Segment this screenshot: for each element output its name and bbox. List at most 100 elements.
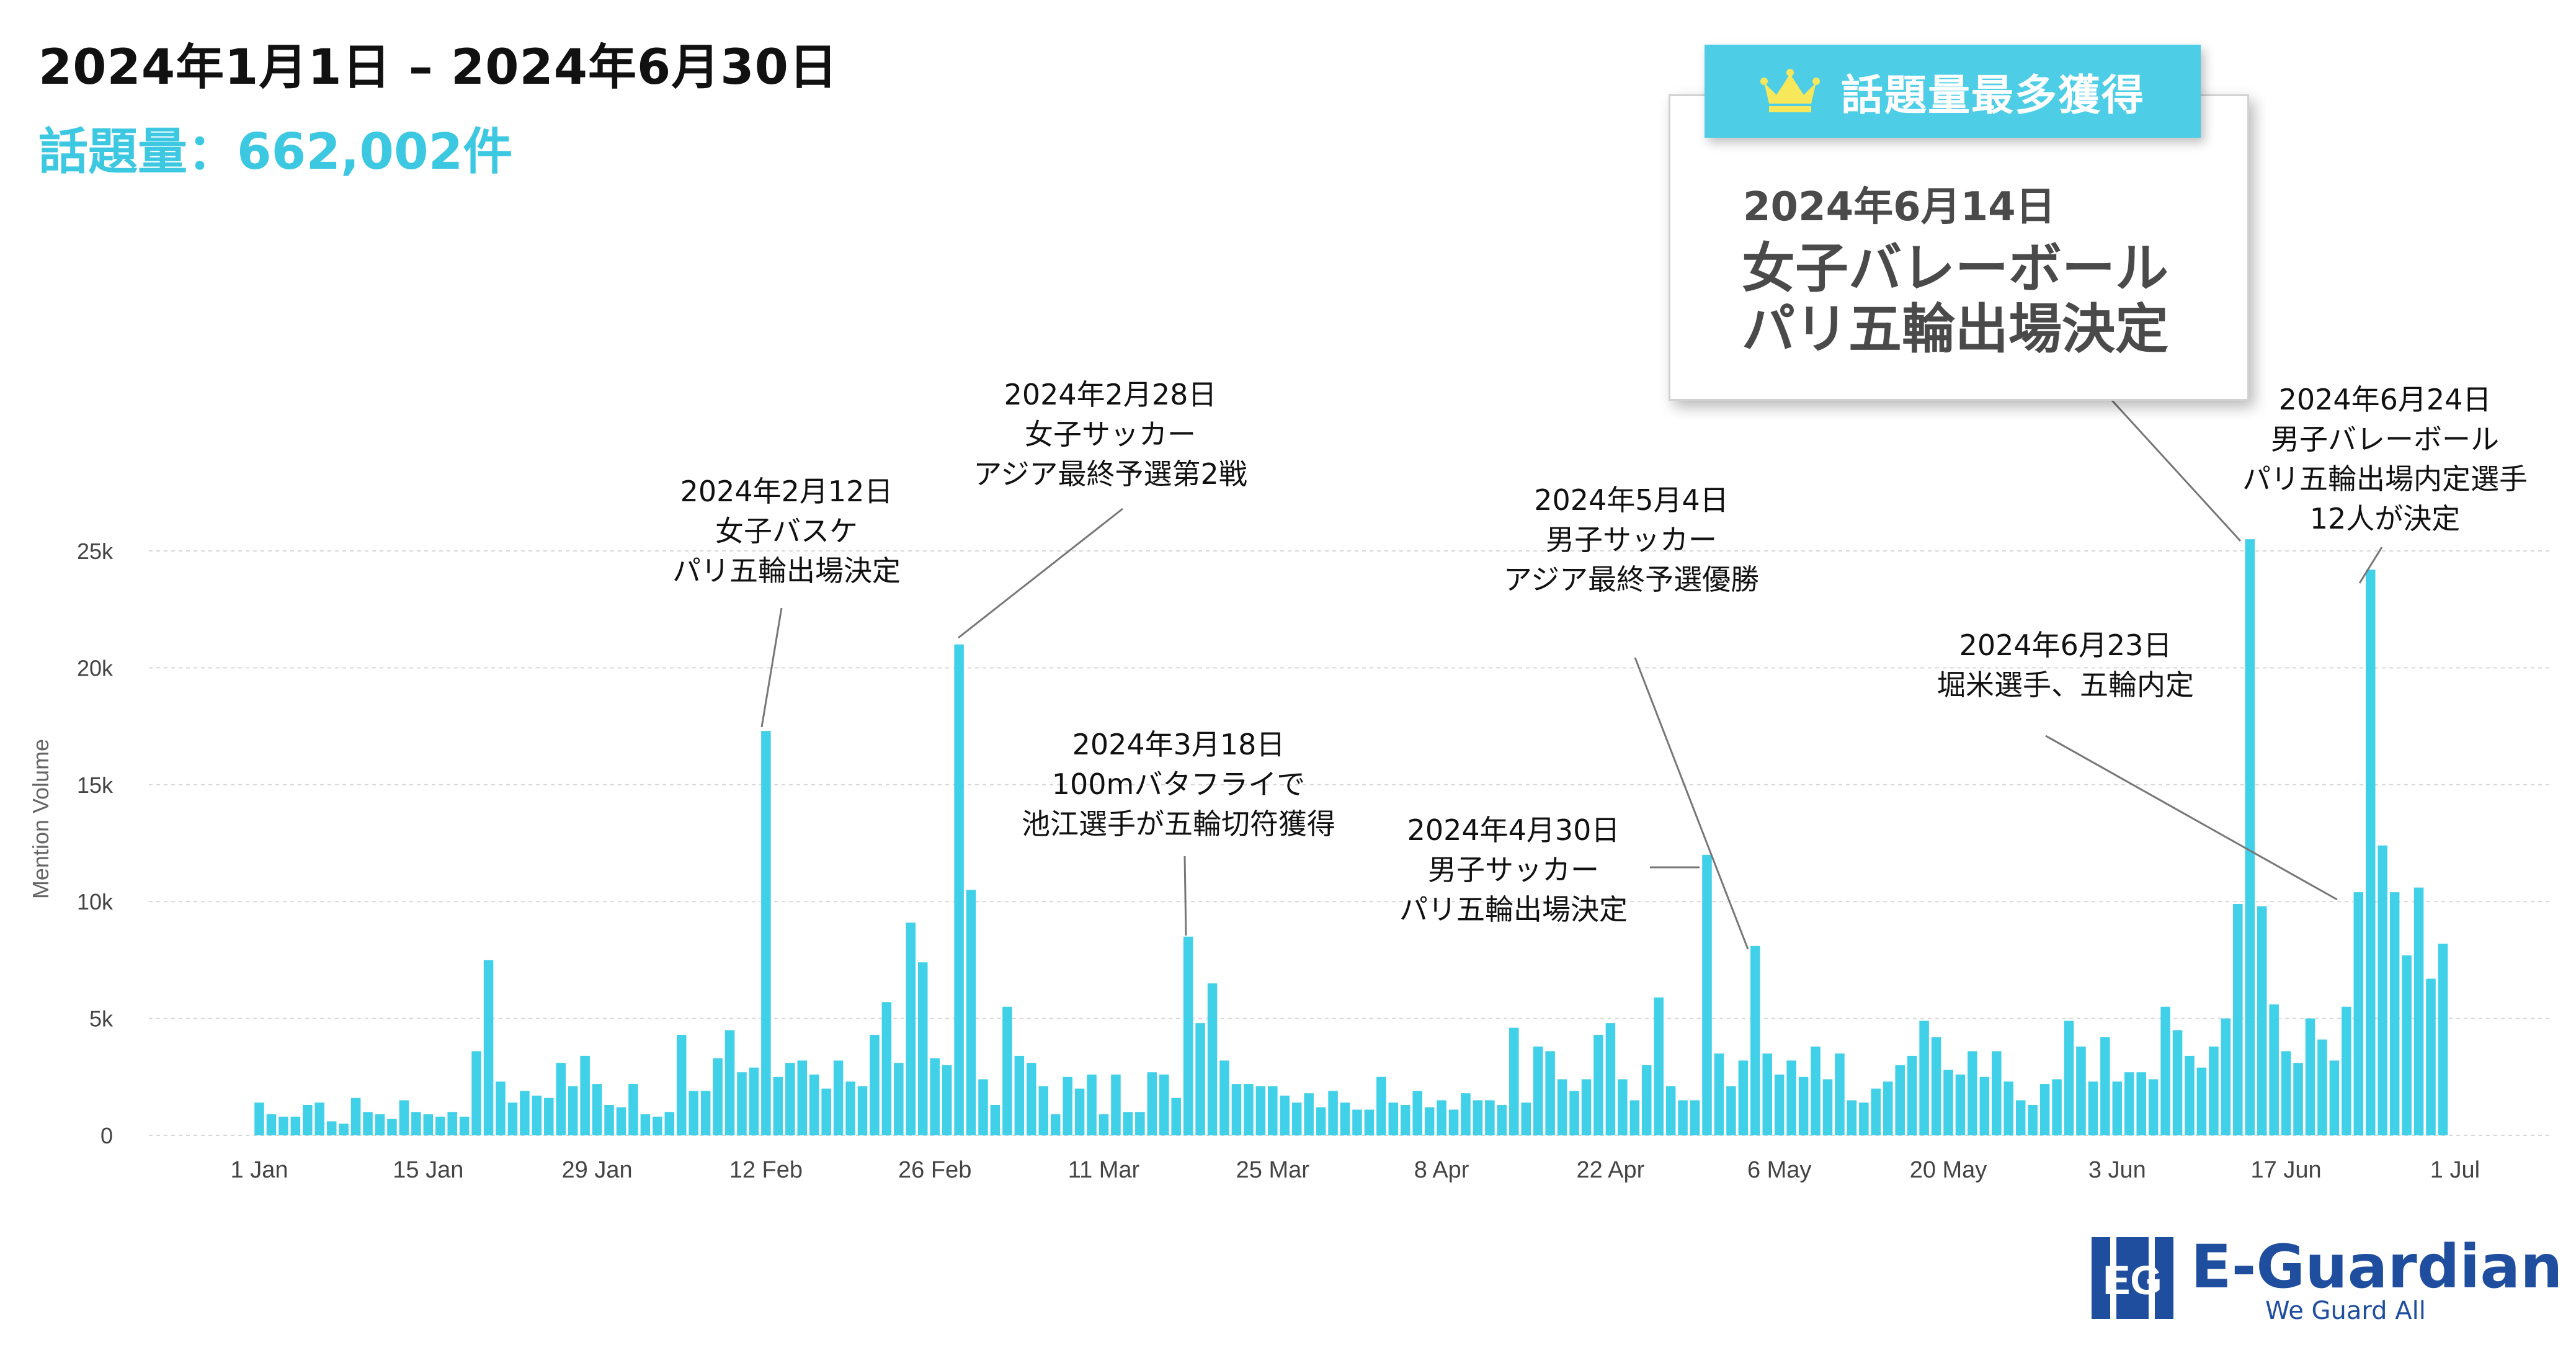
bar (520, 1091, 530, 1135)
bar (2438, 944, 2448, 1135)
annotation-line: アジア最終予選第2戦 (973, 457, 1247, 491)
bar (2342, 1006, 2351, 1135)
bar (1629, 1100, 1640, 1135)
bar (1593, 1034, 1603, 1135)
bar (1859, 1102, 1869, 1135)
bar (507, 1102, 518, 1135)
bar (1943, 1070, 1953, 1135)
bar (459, 1116, 470, 1135)
bar (2028, 1105, 2038, 1135)
bar (1074, 1088, 1085, 1135)
bar (2233, 903, 2243, 1135)
bar (1448, 1109, 1459, 1135)
y-tick-label: 20k (77, 655, 114, 681)
annotation: 2024年6月23日堀米選手、五輪内定 (1937, 628, 2338, 901)
bar (496, 1081, 506, 1135)
bar (483, 960, 494, 1135)
bar (906, 923, 916, 1135)
bar (1123, 1112, 1133, 1135)
bar (966, 890, 976, 1135)
bar (363, 1112, 373, 1135)
bar (1811, 1046, 1821, 1135)
x-tick-label: 1 Jul (2430, 1157, 2480, 1183)
bar (290, 1116, 301, 1135)
annotation-line: パリ五輪出場決定 (1399, 893, 1628, 926)
bar (1533, 1046, 1543, 1135)
bar (1316, 1107, 1326, 1135)
bar (1907, 1055, 1917, 1135)
bar (604, 1105, 614, 1135)
annotation-line: 2024年6月24日 (2279, 383, 2492, 416)
bar (1822, 1079, 1833, 1135)
bar (1304, 1093, 1314, 1135)
bar (713, 1058, 723, 1135)
bar (2088, 1081, 2098, 1135)
annotation-line: 12人が決定 (2310, 502, 2461, 535)
bar (2185, 1055, 2195, 1135)
bar (1002, 1006, 1012, 1135)
logo-mark: EG (2092, 1237, 2173, 1319)
bar (990, 1105, 1001, 1135)
bar (1847, 1100, 1857, 1135)
annotations: 2024年2月12日女子バスケパリ五輪出場決定 2024年2月28日女子サッカーア… (672, 378, 2528, 950)
logo-mark-text: EG (2103, 1257, 2162, 1303)
bar (1268, 1086, 1278, 1135)
bar (2172, 1030, 2183, 1135)
bar (653, 1116, 662, 1135)
bar (809, 1075, 819, 1135)
bar (411, 1112, 421, 1135)
bar (1280, 1095, 1290, 1135)
bar (1871, 1088, 1881, 1135)
bar (1027, 1063, 1036, 1135)
bar (2076, 1046, 2086, 1135)
annotation-leader-line (1634, 657, 1749, 950)
top-topic-card (1669, 94, 2249, 401)
annotation-line: 2024年2月12日 (680, 475, 893, 508)
bar (2112, 1081, 2123, 1135)
bar (1340, 1102, 1350, 1135)
bar (1931, 1037, 1941, 1135)
annotation-label: 2024年2月28日女子サッカーアジア最終予選第2戦 (973, 378, 1247, 491)
x-tick-label: 17 Jun (2251, 1157, 2322, 1183)
bar (918, 962, 928, 1135)
bar (664, 1112, 675, 1135)
bar (350, 1097, 361, 1135)
bar (1968, 1051, 1977, 1135)
bar (556, 1063, 566, 1135)
x-axis-ticks: 1 Jan 15 Jan 29 Jan 12 Feb 26 Feb 11 Mar 25 Ma… (231, 1157, 2480, 1183)
annotation: 2024年6月24日男子バレーボールパリ五輪出場内定選手 12人が決定 (2242, 383, 2528, 584)
annotation-label: 2024年6月24日男子バレーボールパリ五輪出場内定選手 12人が決定 (2242, 383, 2528, 535)
bar (1497, 1105, 1507, 1135)
bar (423, 1114, 434, 1135)
annotation: 2024年2月12日女子バスケパリ五輪出場決定 (672, 475, 901, 728)
annotation-leader-line (760, 607, 783, 728)
bar (2003, 1081, 2013, 1135)
bar (2305, 1018, 2315, 1135)
bar (2221, 1018, 2231, 1135)
bar (930, 1058, 940, 1135)
annotation-line: 100mバタフライで (1052, 767, 1306, 801)
bar (1545, 1051, 1555, 1135)
bar (532, 1095, 542, 1135)
bar (2052, 1079, 2062, 1135)
bar (1678, 1100, 1688, 1135)
bar (1111, 1075, 1121, 1135)
x-tick-label: 26 Feb (898, 1157, 971, 1183)
bar (677, 1034, 687, 1135)
bar (1099, 1114, 1109, 1135)
annotation-line: 2024年6月23日 (1959, 628, 2172, 662)
bar (1014, 1055, 1025, 1135)
bar (1255, 1086, 1266, 1135)
bar (279, 1116, 288, 1135)
annotation-label: 2024年5月4日男子サッカーアジア最終予選優勝 (1504, 483, 1759, 596)
bar (1038, 1086, 1048, 1135)
annotation-label: 2024年4月30日男子サッカーパリ五輪出場決定 (1399, 813, 1628, 926)
bar (640, 1114, 651, 1135)
x-tick-label: 1 Jan (231, 1157, 288, 1183)
bar (254, 1102, 264, 1135)
bar (326, 1121, 337, 1135)
top-topic-badge-label: 話題量最多獲得 (1840, 71, 2145, 120)
bar (2039, 1084, 2050, 1135)
bar (2245, 539, 2255, 1135)
